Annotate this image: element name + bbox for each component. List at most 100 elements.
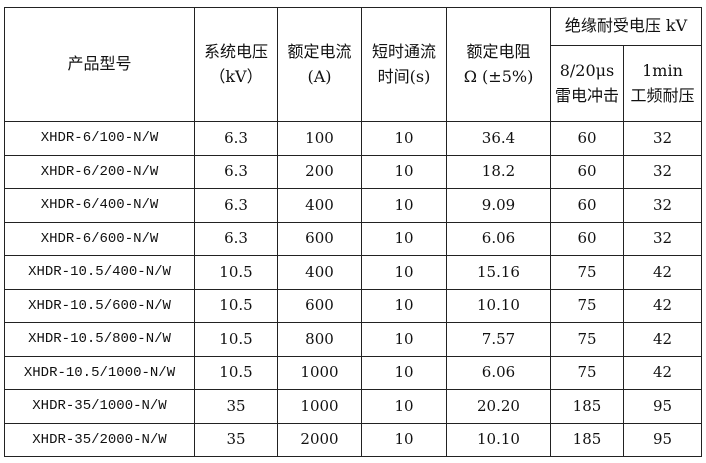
table-row: XHDR-35/2000-N/W 35 2000 10 10.10 185 95	[4, 422, 702, 457]
cell-resistance: 7.57	[446, 322, 551, 357]
header-line: 短时通流	[371, 42, 436, 62]
cell-system-voltage: 10.5	[194, 355, 278, 390]
cell-short-time: 10	[361, 422, 447, 457]
cell-system-voltage: 10.5	[194, 288, 278, 323]
cell-lightning: 60	[550, 154, 624, 189]
cell-model: XHDR-10.5/400-N/W	[4, 255, 195, 290]
cell-short-time: 10	[361, 255, 447, 290]
cell-power-frequency: 32	[623, 221, 702, 256]
cell-short-time: 10	[361, 188, 447, 223]
cell-rated-current: 400	[277, 188, 362, 223]
cell-rated-current: 600	[277, 221, 362, 256]
cell-rated-current: 1000	[277, 355, 362, 390]
header-line: Ω (±5%)	[463, 66, 534, 86]
cell-rated-current: 200	[277, 154, 362, 189]
cell-system-voltage: 6.3	[194, 154, 278, 189]
header-line: 额定电流	[287, 42, 352, 62]
cell-lightning: 75	[550, 355, 624, 390]
cell-system-voltage: 35	[194, 422, 278, 457]
cell-rated-current: 400	[277, 255, 362, 290]
cell-system-voltage: 35	[194, 389, 278, 424]
cell-rated-current: 600	[277, 288, 362, 323]
cell-lightning: 185	[550, 389, 624, 424]
cell-system-voltage: 6.3	[194, 188, 278, 223]
header-line: 工频耐压	[630, 85, 695, 105]
cell-model: XHDR-6/200-N/W	[4, 154, 195, 189]
cell-lightning: 60	[550, 121, 624, 156]
table-row: XHDR-6/100-N/W 6.3 100 10 36.4 60 32	[4, 121, 702, 156]
cell-lightning: 185	[550, 422, 624, 457]
cell-system-voltage: 10.5	[194, 322, 278, 357]
cell-model: XHDR-6/400-N/W	[4, 188, 195, 223]
header-lightning: 8/20μs 雷电冲击	[550, 45, 624, 122]
header-line: （kV）	[209, 66, 263, 86]
cell-lightning: 75	[550, 255, 624, 290]
cell-model: XHDR-35/1000-N/W	[4, 389, 195, 424]
cell-short-time: 10	[361, 121, 447, 156]
header-rated-resistance: 额定电阻 Ω (±5%)	[446, 7, 551, 122]
table-row: XHDR-10.5/800-N/W 10.5 800 10 7.57 75 42	[4, 322, 702, 357]
header-line: (A)	[307, 66, 332, 86]
cell-short-time: 10	[361, 221, 447, 256]
cell-power-frequency: 42	[623, 322, 702, 357]
cell-power-frequency: 32	[623, 154, 702, 189]
cell-short-time: 10	[361, 154, 447, 189]
cell-lightning: 75	[550, 288, 624, 323]
header-line: 8/20μs	[559, 61, 615, 81]
cell-lightning: 75	[550, 322, 624, 357]
table-row: XHDR-6/600-N/W 6.3 600 10 6.06 60 32	[4, 221, 702, 256]
cell-resistance: 6.06	[446, 355, 551, 390]
header-line: 1min	[642, 61, 683, 81]
table-row: XHDR-6/200-N/W 6.3 200 10 18.2 60 32	[4, 154, 702, 189]
cell-power-frequency: 95	[623, 389, 702, 424]
cell-resistance: 36.4	[446, 121, 551, 156]
cell-system-voltage: 6.3	[194, 221, 278, 256]
cell-power-frequency: 95	[623, 422, 702, 457]
cell-power-frequency: 42	[623, 255, 702, 290]
cell-model: XHDR-6/100-N/W	[4, 121, 195, 156]
cell-rated-current: 1000	[277, 389, 362, 424]
cell-power-frequency: 42	[623, 288, 702, 323]
cell-rated-current: 800	[277, 322, 362, 357]
table-row: XHDR-10.5/400-N/W 10.5 400 10 15.16 75 42	[4, 255, 702, 290]
header-line: 系统电压	[203, 42, 268, 62]
cell-resistance: 10.10	[446, 422, 551, 457]
cell-model: XHDR-10.5/600-N/W	[4, 288, 195, 323]
header-system-voltage: 系统电压 （kV）	[194, 7, 278, 122]
header-line: 额定电阻	[466, 42, 531, 62]
header-model: 产品型号	[4, 7, 195, 122]
table-row: XHDR-35/1000-N/W 35 1000 10 20.20 185 95	[4, 389, 702, 424]
cell-short-time: 10	[361, 389, 447, 424]
header-rated-current: 额定电流 (A)	[277, 7, 362, 122]
cell-resistance: 20.20	[446, 389, 551, 424]
cell-resistance: 18.2	[446, 154, 551, 189]
cell-power-frequency: 42	[623, 355, 702, 390]
cell-resistance: 9.09	[446, 188, 551, 223]
table-row: XHDR-10.5/1000-N/W 10.5 1000 10 6.06 75 42	[4, 355, 702, 390]
cell-resistance: 6.06	[446, 221, 551, 256]
cell-lightning: 60	[550, 221, 624, 256]
cell-short-time: 10	[361, 355, 447, 390]
cell-model: XHDR-10.5/800-N/W	[4, 322, 195, 357]
cell-system-voltage: 10.5	[194, 255, 278, 290]
cell-power-frequency: 32	[623, 188, 702, 223]
cell-power-frequency: 32	[623, 121, 702, 156]
cell-resistance: 15.16	[446, 255, 551, 290]
cell-system-voltage: 6.3	[194, 121, 278, 156]
table-row: XHDR-6/400-N/W 6.3 400 10 9.09 60 32	[4, 188, 702, 223]
spec-table: 产品型号 系统电压 （kV） 额定电流 (A) 短时通流 时间(s) 额定电阻 …	[4, 7, 702, 457]
cell-short-time: 10	[361, 288, 447, 323]
table-row: XHDR-10.5/600-N/W 10.5 600 10 10.10 75 42	[4, 288, 702, 323]
cell-model: XHDR-6/600-N/W	[4, 221, 195, 256]
cell-short-time: 10	[361, 322, 447, 357]
cell-rated-current: 100	[277, 121, 362, 156]
cell-rated-current: 2000	[277, 422, 362, 457]
cell-model: XHDR-10.5/1000-N/W	[4, 355, 195, 390]
cell-model: XHDR-35/2000-N/W	[4, 422, 195, 457]
cell-lightning: 60	[550, 188, 624, 223]
header-line: 雷电冲击	[554, 85, 619, 105]
header-insulation: 绝缘耐受电压 kV	[550, 7, 702, 46]
header-power-frequency: 1min 工频耐压	[623, 45, 702, 122]
cell-resistance: 10.10	[446, 288, 551, 323]
header-short-time: 短时通流 时间(s)	[361, 7, 447, 122]
